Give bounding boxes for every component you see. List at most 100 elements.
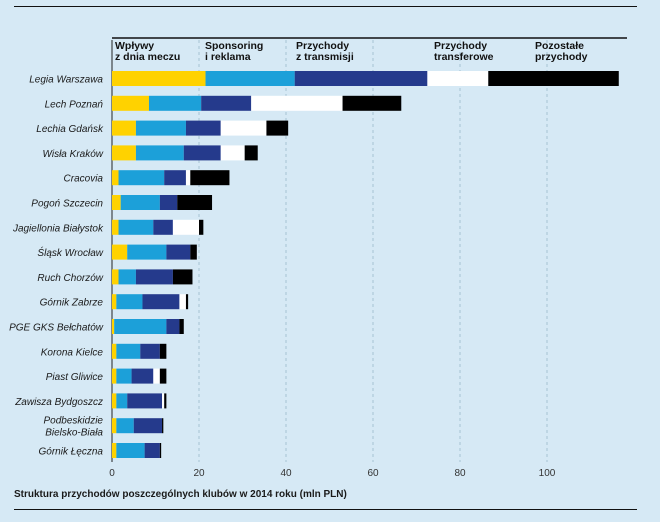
bar-segment-1: [112, 269, 119, 285]
bar-segment-3: [140, 343, 160, 359]
bar-segment-1: [112, 244, 128, 260]
bar-segment-3: [164, 170, 186, 186]
bar-segment-3: [166, 319, 180, 334]
bar-segment-2: [118, 219, 154, 235]
bar-segment-3: [185, 120, 221, 136]
bar-segment-5: [488, 71, 619, 86]
legend-label-3-line1: Przychody: [296, 40, 349, 52]
bar-segment-5: [162, 418, 164, 434]
category-label: Lechia Gdańsk: [36, 124, 104, 135]
legend-label-4-line2: transferowe: [434, 51, 494, 63]
legend-label-2-line1: Sponsoring: [205, 40, 263, 52]
bar-segment-1: [112, 443, 117, 458]
bar-segment-1: [112, 71, 206, 86]
bar-segment-1: [112, 319, 115, 334]
bar-segment-2: [118, 170, 165, 186]
x-tick-label-40: 40: [280, 468, 292, 479]
legend-label-1-line2: z dnia meczu: [115, 51, 180, 63]
x-tick-label-0: 0: [109, 468, 115, 479]
bar-segment-4: [185, 170, 191, 186]
bar-segment-3: [135, 269, 173, 285]
bar-segment-2: [135, 145, 184, 161]
bar-segment-4: [153, 368, 160, 384]
bar-segment-5: [172, 269, 193, 285]
category-label: PGE GKS Bełchatów: [9, 323, 104, 334]
bar-segment-3: [166, 244, 191, 260]
bar-segment-2: [135, 120, 186, 136]
chart-title: Struktura przychodów poszczególnych klub…: [14, 489, 347, 500]
bar-segment-1: [112, 294, 117, 310]
x-tick-label-100: 100: [539, 468, 556, 479]
bar-segment-2: [116, 294, 143, 310]
bar-segment-5: [177, 195, 213, 210]
bar-segment-5: [244, 145, 258, 161]
bar-segment-2: [116, 443, 145, 458]
category-label: Ruch Chorzów: [37, 273, 103, 284]
bar-segment-3: [159, 195, 178, 210]
top-rule: [14, 6, 637, 7]
bar-segment-4: [162, 393, 165, 409]
x-tick-label-80: 80: [454, 468, 466, 479]
bar-segment-1: [112, 368, 117, 384]
bar-segment-1: [112, 145, 136, 161]
bar-segment-5: [342, 95, 402, 111]
category-label: Pogoń Szczecin: [31, 199, 103, 210]
bar-segment-2: [116, 393, 128, 409]
bar-segment-2: [120, 195, 160, 210]
bar-segment-5: [190, 244, 197, 260]
bar-segment-5: [199, 219, 204, 235]
bar-segment-2: [127, 244, 167, 260]
bar-segment-3: [201, 95, 252, 111]
bar-segment-1: [112, 195, 121, 210]
bar-segment-2: [114, 319, 167, 334]
bar-segment-5: [159, 343, 167, 359]
bar-segment-3: [183, 145, 221, 161]
legend-label-3-line2: z transmisji: [296, 51, 354, 63]
bar-segment-3: [133, 418, 163, 434]
legend-label-1-line1: Wpływy: [115, 40, 154, 52]
bar-segment-3: [142, 294, 180, 310]
bar-segment-3: [131, 368, 154, 384]
bar-segment-2: [116, 418, 134, 434]
bar-segment-5: [179, 319, 184, 334]
bar-segment-5: [159, 368, 167, 384]
bar-segment-4: [220, 145, 245, 161]
category-label: Cracovia: [64, 174, 104, 185]
bar-segment-3: [294, 71, 428, 86]
legend-label-4-line1: Przychody: [434, 40, 487, 52]
legend-label-5-line2: przychody: [535, 51, 588, 63]
bar-segment-4: [427, 71, 489, 86]
x-tick-label-60: 60: [367, 468, 379, 479]
bar-segment-2: [118, 269, 136, 285]
bar-segment-4: [172, 219, 199, 235]
bar-segment-1: [112, 95, 149, 111]
bar-segment-2: [148, 95, 202, 111]
bar-segment-2: [116, 368, 132, 384]
bar-segment-1: [112, 343, 117, 359]
category-label-line2: Bielsko-Biała: [45, 428, 103, 439]
bar-segment-5: [159, 443, 162, 458]
bar-segment-5: [164, 393, 167, 409]
bar-segment-5: [266, 120, 289, 136]
category-label: Zawisza Bydgoszcz: [14, 397, 103, 408]
bottom-rule: [14, 509, 637, 510]
category-label: Lech Poznań: [45, 99, 104, 110]
bar-segment-5: [185, 294, 189, 310]
bar-segment-2: [205, 71, 295, 86]
category-label: Górnik Zabrze: [40, 298, 104, 309]
category-label: Wisła Kraków: [43, 149, 104, 160]
bar-segment-4: [251, 95, 343, 111]
bar-segment-1: [112, 418, 117, 434]
bar-segment-1: [112, 120, 136, 136]
bar-segment-3: [127, 393, 163, 409]
bar-segment-1: [112, 393, 117, 409]
category-label-line1: Podbeskidzie: [44, 416, 104, 427]
category-label: Korona Kielce: [41, 347, 104, 358]
bar-segment-3: [144, 443, 160, 458]
bar-segment-2: [116, 343, 141, 359]
legend-label-5-line1: Pozostałe: [535, 40, 584, 52]
bar-segment-1: [112, 219, 119, 235]
bar-segment-1: [112, 170, 119, 186]
category-label: Legia Warszawa: [29, 75, 103, 86]
